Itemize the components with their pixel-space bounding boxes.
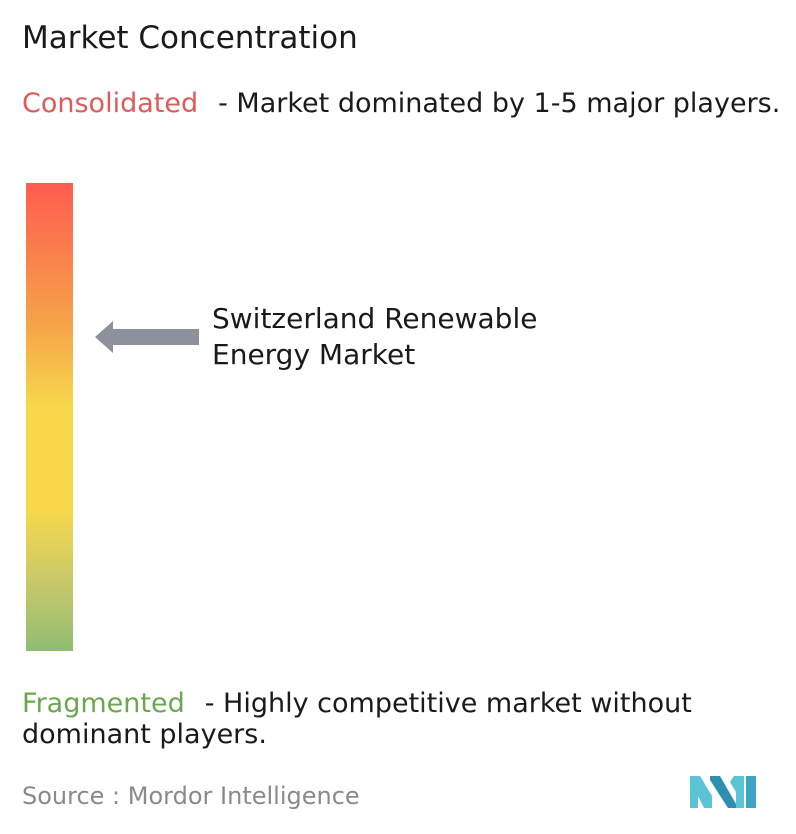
consolidated-label: Consolidated — [22, 88, 199, 119]
concentration-gauge — [26, 183, 73, 651]
market-label-line1: Switzerland Renewable — [212, 302, 538, 335]
consolidated-description: Consolidated - Market dominated by 1-5 ma… — [22, 88, 782, 119]
source-text: Source : Mordor Intelligence — [22, 782, 360, 810]
mordor-intelligence-logo — [690, 776, 756, 808]
fragmented-description: Fragmented - Highly competitive market wi… — [22, 688, 782, 750]
left-arrow-icon — [95, 321, 199, 353]
market-label-line2: Energy Market — [212, 338, 416, 371]
market-label: Switzerland Renewable Energy Market — [212, 301, 537, 373]
page-title: Market Concentration — [22, 20, 358, 56]
fragmented-text: - Highly competitive market without domi… — [22, 688, 692, 750]
consolidated-text: - Market dominated by 1-5 major players. — [218, 88, 781, 119]
fragmented-label: Fragmented — [22, 688, 185, 719]
